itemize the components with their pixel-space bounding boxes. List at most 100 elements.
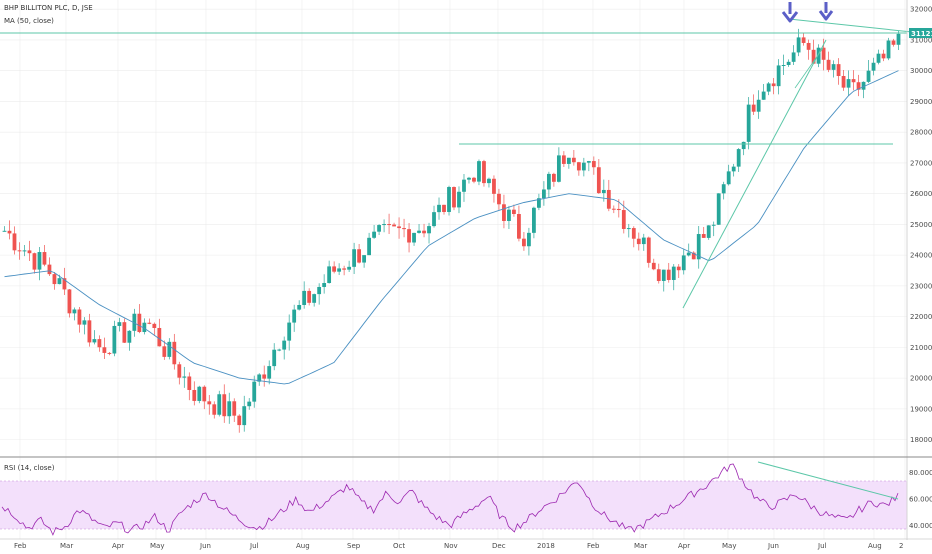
candle-body bbox=[676, 266, 681, 271]
candle-body bbox=[596, 167, 601, 194]
time-tick-label: Apr bbox=[112, 542, 124, 550]
candle-body bbox=[157, 327, 162, 347]
candle-body bbox=[277, 349, 282, 351]
candle-body bbox=[816, 47, 821, 64]
candle-body bbox=[72, 309, 77, 314]
candle-body bbox=[207, 401, 212, 405]
candle-body bbox=[846, 79, 851, 88]
time-tick-label: Dec bbox=[492, 542, 506, 550]
candle-body bbox=[606, 189, 611, 209]
candle-body bbox=[507, 209, 511, 221]
candle-body bbox=[242, 406, 247, 426]
candle-body bbox=[292, 309, 297, 323]
candle-body bbox=[841, 76, 846, 88]
candle-body bbox=[452, 187, 456, 208]
candle-body bbox=[621, 210, 626, 229]
candle-body bbox=[137, 313, 142, 333]
candle-body bbox=[92, 339, 97, 343]
candle-body bbox=[791, 52, 796, 62]
price-tick-label: 19000 bbox=[910, 405, 932, 413]
candle-body bbox=[701, 234, 706, 238]
candle-body bbox=[512, 209, 516, 215]
rsi-line bbox=[1, 463, 899, 536]
candle-body bbox=[317, 286, 322, 295]
candle-body bbox=[382, 224, 386, 226]
candle-body bbox=[696, 234, 701, 260]
candle-body bbox=[37, 252, 42, 270]
candle-body bbox=[537, 198, 541, 208]
candle-body bbox=[831, 64, 836, 70]
candle-body bbox=[616, 208, 621, 211]
candle-body bbox=[302, 290, 307, 305]
time-tick-label: Jul bbox=[817, 542, 827, 550]
candle-body bbox=[402, 228, 406, 230]
candle-body bbox=[891, 40, 896, 45]
time-tick-label: May bbox=[722, 542, 736, 550]
candle-body bbox=[52, 274, 57, 285]
rsi-axis[interactable]: 40.0000 60.0000 80.0000 bbox=[909, 469, 932, 530]
price-tick-label: 22000 bbox=[910, 313, 932, 321]
candle-body bbox=[322, 283, 327, 287]
candle-body bbox=[342, 268, 347, 270]
candle-body bbox=[731, 166, 736, 172]
candle-body bbox=[432, 212, 436, 227]
candle-body bbox=[307, 290, 312, 303]
candle-body bbox=[756, 99, 761, 112]
candle-body bbox=[367, 237, 371, 256]
price-axis[interactable]: 18000 19000 20000 21000 22000 23000 24000 25000… bbox=[910, 6, 932, 444]
candle-body bbox=[761, 91, 766, 100]
candle-body bbox=[407, 229, 411, 243]
candle-body bbox=[576, 162, 581, 171]
time-tick-label: Sep bbox=[347, 542, 361, 550]
rsi-tick-label: 60.0000 bbox=[909, 496, 932, 504]
candle-body bbox=[517, 214, 521, 239]
candle-body bbox=[546, 173, 551, 190]
main-grid bbox=[0, 0, 907, 539]
candle-body bbox=[856, 82, 861, 90]
candle-body bbox=[347, 266, 352, 270]
candle-body bbox=[182, 376, 187, 378]
candle-body bbox=[32, 253, 37, 270]
candle-body bbox=[2, 230, 7, 232]
candle-body bbox=[751, 104, 756, 112]
candle-body bbox=[227, 401, 232, 417]
time-tick-label: Aug bbox=[296, 542, 310, 550]
candle-body bbox=[721, 184, 726, 194]
time-axis[interactable]: Feb Mar Apr May Jun Jul Aug Sep Oct Nov Dec 2018 Feb… bbox=[14, 542, 903, 550]
candle-body bbox=[252, 381, 257, 402]
candle-body bbox=[482, 161, 486, 184]
candle-body bbox=[821, 47, 826, 60]
price-tick-label: 21000 bbox=[910, 344, 932, 352]
candle-body bbox=[462, 179, 466, 192]
candle-body bbox=[646, 237, 651, 263]
candle-body bbox=[487, 178, 491, 184]
candle-body bbox=[357, 249, 361, 263]
candle-body bbox=[666, 269, 671, 280]
candle-body bbox=[781, 65, 786, 67]
price-tick-label: 28000 bbox=[910, 129, 932, 137]
time-tick-label: Aug bbox=[868, 542, 882, 550]
candle-body bbox=[77, 309, 82, 325]
candle-body bbox=[522, 238, 526, 247]
descending-trendline bbox=[788, 18, 913, 33]
candle-body bbox=[387, 224, 391, 226]
candle-body bbox=[162, 346, 167, 357]
candle-body bbox=[861, 81, 866, 90]
candlestick-series bbox=[2, 28, 901, 433]
candle-body bbox=[422, 230, 426, 234]
candle-body bbox=[532, 207, 536, 233]
candle-body bbox=[886, 40, 891, 59]
time-tick-label: Oct bbox=[393, 542, 405, 550]
candle-body bbox=[27, 250, 32, 254]
rsi-tick-label: 80.0000 bbox=[909, 469, 932, 477]
candle-body bbox=[172, 341, 177, 365]
candle-body bbox=[112, 325, 117, 354]
candle-body bbox=[467, 177, 471, 180]
candle-body bbox=[417, 230, 421, 233]
candle-body bbox=[42, 252, 47, 265]
candle-body bbox=[611, 208, 616, 210]
candle-body bbox=[661, 269, 666, 281]
candle-body bbox=[896, 33, 901, 45]
